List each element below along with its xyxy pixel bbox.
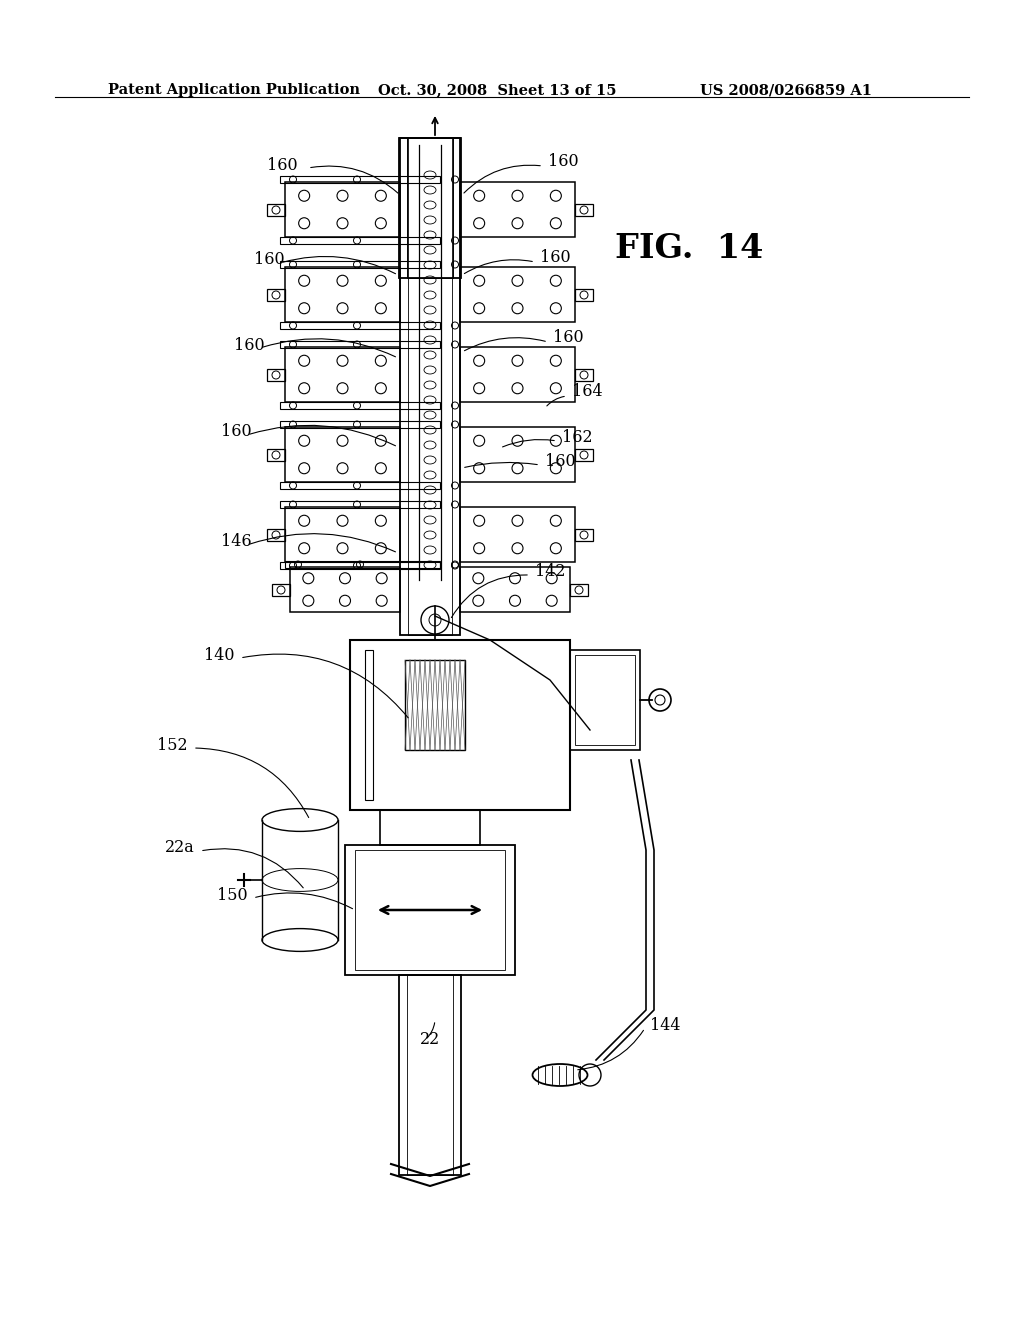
Bar [460,507,575,562]
Bar [399,139,461,279]
Text: 146: 146 [221,533,252,550]
Bar [460,426,575,482]
Text: 160: 160 [545,454,575,470]
Bar [460,347,575,403]
Text: US 2008/0266859 A1: US 2008/0266859 A1 [700,83,872,96]
Bar [407,975,453,1175]
Bar [350,640,570,810]
Bar [575,289,593,301]
Bar [399,975,461,1175]
Bar [267,205,285,216]
Bar [570,583,588,597]
Bar [460,568,570,612]
Bar [575,655,635,744]
Bar [280,502,440,508]
Bar [267,449,285,461]
Bar [345,845,515,975]
Text: 160: 160 [548,153,579,170]
Text: 160: 160 [234,337,265,354]
Text: 152: 152 [158,737,188,754]
Text: 160: 160 [540,249,570,267]
Bar [285,182,400,238]
Text: 22: 22 [420,1031,440,1048]
Bar [408,139,452,635]
Text: 22a: 22a [165,840,195,857]
Bar [575,370,593,381]
Bar [285,426,400,482]
Bar [575,205,593,216]
Bar [285,267,400,322]
Bar [406,660,465,750]
Text: 142: 142 [535,564,565,581]
Bar [280,261,440,268]
Bar [460,182,575,238]
Bar [575,529,593,541]
Bar [267,370,285,381]
Bar [285,561,440,568]
Bar [280,482,440,488]
Text: Oct. 30, 2008  Sheet 13 of 15: Oct. 30, 2008 Sheet 13 of 15 [378,83,616,96]
Bar [460,267,575,322]
Text: 160: 160 [254,252,285,268]
Bar [280,403,440,409]
Text: 140: 140 [205,647,234,664]
Bar [280,341,440,348]
Bar [280,421,440,428]
Bar [400,139,460,635]
Bar [280,238,440,244]
Bar [290,568,400,612]
Text: 150: 150 [217,887,248,903]
Bar [280,176,440,183]
Bar [267,289,285,301]
Bar [380,810,480,845]
Bar [285,507,400,562]
Text: Patent Application Publication: Patent Application Publication [108,83,360,96]
Bar [285,347,400,403]
Bar [280,562,440,569]
Bar [570,649,640,750]
Bar [267,529,285,541]
Text: 162: 162 [562,429,593,446]
Text: 144: 144 [650,1016,681,1034]
Text: 160: 160 [267,157,298,173]
Bar [407,139,453,279]
Bar [575,449,593,461]
Bar [365,649,373,800]
Text: 160: 160 [553,330,584,346]
Text: 160: 160 [221,424,252,441]
Text: 164: 164 [572,384,603,400]
Bar [272,583,290,597]
Bar [355,850,505,970]
Text: FIG.  14: FIG. 14 [615,232,763,265]
Bar [280,322,440,329]
